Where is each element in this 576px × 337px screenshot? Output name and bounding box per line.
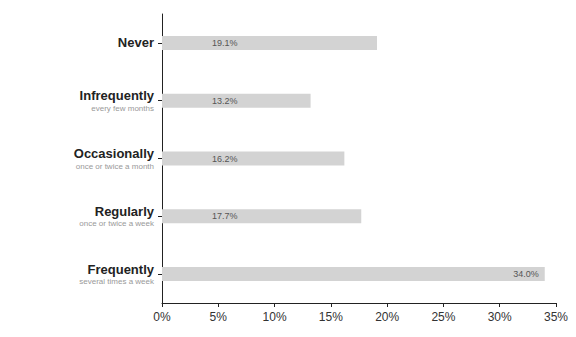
svg-text:Occasionally: Occasionally — [74, 146, 155, 161]
svg-text:every few months: every few months — [91, 104, 154, 113]
svg-text:Frequently: Frequently — [88, 262, 155, 277]
svg-text:once or twice a week: once or twice a week — [79, 219, 155, 228]
svg-text:19.1%: 19.1% — [212, 38, 238, 48]
svg-text:Regularly: Regularly — [95, 204, 155, 219]
svg-text:15%: 15% — [319, 310, 343, 324]
svg-text:13.2%: 13.2% — [212, 96, 238, 106]
svg-text:17.7%: 17.7% — [212, 211, 238, 221]
svg-text:once or twice a month: once or twice a month — [76, 162, 154, 171]
svg-text:34.0%: 34.0% — [513, 269, 539, 279]
svg-text:10%: 10% — [263, 310, 287, 324]
svg-text:35%: 35% — [544, 310, 568, 324]
svg-text:5%: 5% — [210, 310, 228, 324]
svg-text:Infrequently: Infrequently — [80, 88, 155, 103]
svg-text:16.2%: 16.2% — [212, 154, 238, 164]
svg-text:0%: 0% — [153, 310, 171, 324]
svg-text:several times a week: several times a week — [79, 277, 155, 286]
svg-text:20%: 20% — [375, 310, 399, 324]
svg-text:30%: 30% — [488, 310, 512, 324]
svg-text:Never: Never — [118, 35, 154, 50]
svg-text:25%: 25% — [431, 310, 455, 324]
